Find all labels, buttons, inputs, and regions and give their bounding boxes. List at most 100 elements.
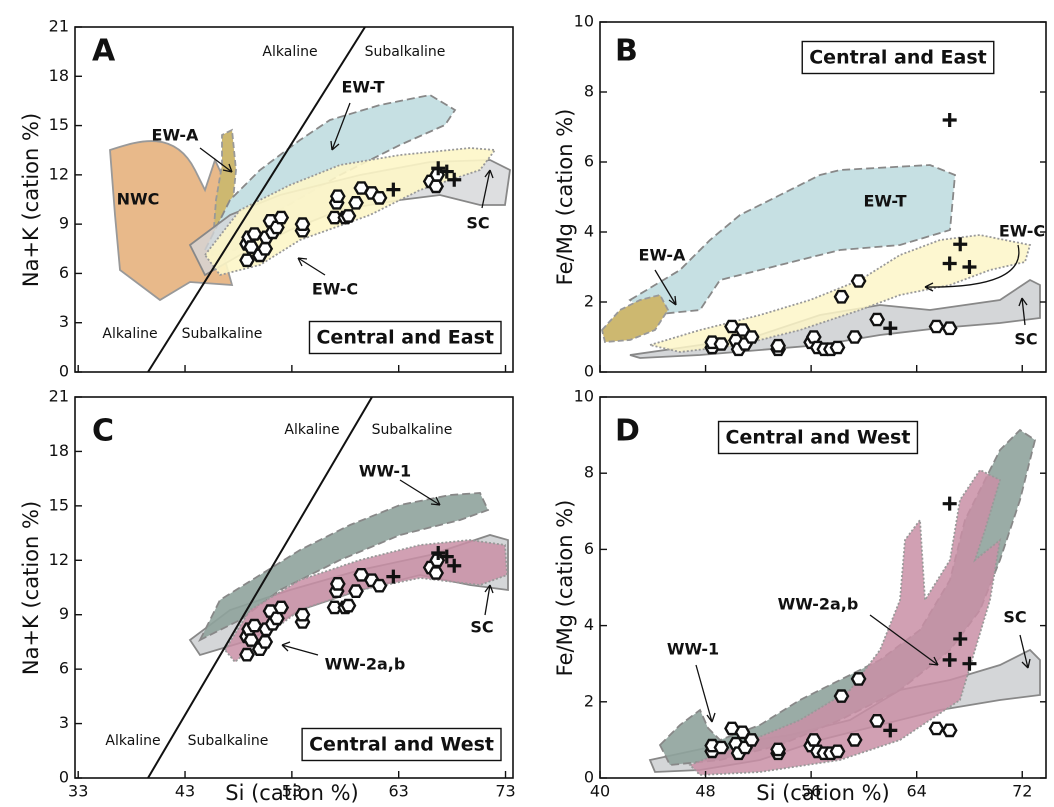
region-label: SC: [1014, 330, 1037, 349]
arrow: [199, 147, 233, 173]
arrow: [1018, 297, 1028, 326]
hexagon-point: [340, 598, 357, 613]
hexagon-point: [869, 714, 885, 728]
region-label: EW-A: [152, 126, 200, 145]
y-axis-label: Na+K (cation %): [19, 501, 43, 675]
hexagon-point: [846, 733, 863, 747]
region-label: SC: [466, 214, 489, 233]
y-tick-label: 8: [584, 463, 594, 482]
plot-frame: [74, 26, 514, 373]
region-label: EW-C: [312, 280, 358, 299]
boundary-label: Subalkaline: [372, 422, 453, 438]
cross-point: [883, 321, 898, 336]
hexagon-point: [246, 618, 263, 633]
y-tick-label: 0: [584, 362, 594, 381]
y-tick-label: 10: [574, 387, 594, 406]
cross-point: [883, 723, 898, 738]
x-axis-label: Si (cation %): [225, 781, 359, 805]
panel-title: Central and East: [809, 47, 987, 69]
hexagon-point: [257, 242, 274, 256]
y-tick-label: 3: [59, 713, 69, 732]
region-label: EW-T: [341, 78, 384, 97]
region-label: EW-A: [639, 246, 687, 265]
region-nwc: [109, 140, 234, 302]
region-label: WW-2a,b: [778, 595, 859, 614]
region-ww-1: [197, 492, 490, 643]
hexagon-point: [348, 196, 364, 210]
hexagon-point: [805, 733, 822, 747]
x-tick-label: 40: [590, 782, 610, 801]
cross-point: [953, 237, 968, 252]
y-tick-label: 12: [49, 164, 69, 183]
y-axis-label: Fe/Mg (cation %): [553, 500, 577, 677]
y-tick-label: 2: [584, 292, 594, 311]
region-label: SC: [1003, 608, 1026, 627]
cross-point: [386, 569, 401, 584]
arrow: [297, 257, 326, 276]
y-tick-label: 15: [49, 115, 69, 134]
hexagon-point: [326, 600, 343, 615]
region-label: WW-1: [359, 462, 411, 481]
x-tick-label: 73: [495, 782, 515, 801]
title-box: [308, 320, 502, 355]
boundary-line: [147, 26, 366, 373]
arrow: [484, 584, 494, 616]
hexagon-point: [713, 740, 730, 755]
y-tick-label: 4: [584, 222, 594, 241]
hexagon-point: [770, 742, 786, 757]
y-tick-label: 4: [584, 615, 594, 634]
region-ew-a: [601, 293, 670, 343]
region-label: WW-1: [667, 640, 719, 659]
y-tick-label: 15: [49, 495, 69, 514]
y-tick-label: 6: [584, 539, 594, 558]
boundary-label: Alkaline: [105, 733, 160, 749]
x-tick-label: 64: [907, 782, 927, 801]
region-label: NWC: [117, 190, 160, 209]
hexagon-point: [329, 577, 346, 591]
hexagon-point: [257, 635, 274, 649]
hexagon-point: [340, 209, 357, 223]
regions-a: [109, 26, 511, 373]
panel: 0 2 4 6 8 10 40 48 56 64 72 Central and West: [574, 387, 1047, 801]
y-tick-label: 6: [584, 152, 594, 171]
y-axis-label: Na+K (cation %): [19, 113, 43, 287]
cross-point: [431, 546, 446, 561]
hexagon-point: [833, 289, 850, 304]
hexagon-point: [743, 330, 760, 344]
x-tick-label: 56: [801, 782, 821, 801]
y-tick-label: 9: [59, 604, 69, 623]
cross-point: [447, 172, 462, 187]
region-label: EW-C: [999, 222, 1045, 241]
arrow: [481, 169, 494, 209]
hexagon-point: [829, 744, 846, 759]
hexagon-point: [239, 647, 255, 662]
boundary-label: Alkaline: [284, 422, 339, 438]
y-tick-label: 6: [59, 659, 69, 678]
hexagon-point: [329, 189, 346, 203]
cross-point: [942, 256, 957, 271]
arrow: [654, 269, 677, 306]
region-label: SC: [470, 618, 493, 637]
boundary-label: Alkaline: [102, 326, 157, 342]
cross-point: [953, 631, 968, 646]
y-tick-label: 21: [49, 387, 69, 406]
y-tick-label: 6: [59, 263, 69, 282]
boundary-label: Subalkaline: [182, 326, 263, 342]
y-tick-label: 3: [59, 312, 69, 331]
title-box: [801, 40, 995, 75]
cross-point: [942, 113, 957, 127]
cross-point: [962, 656, 977, 671]
hexagon-point: [273, 210, 290, 225]
y-tick-label: 12: [49, 550, 69, 569]
hexagon-point: [829, 340, 846, 355]
hexagon-point: [833, 689, 850, 703]
hexagon-point: [371, 191, 388, 205]
hexagon-point: [326, 210, 343, 225]
hexagon-point: [294, 217, 311, 231]
cross-point: [386, 182, 401, 197]
x-tick-label: 33: [68, 782, 88, 801]
hexagon-point: [850, 672, 867, 686]
x-tick-label: 48: [695, 782, 715, 801]
hexagon-point: [850, 274, 867, 288]
